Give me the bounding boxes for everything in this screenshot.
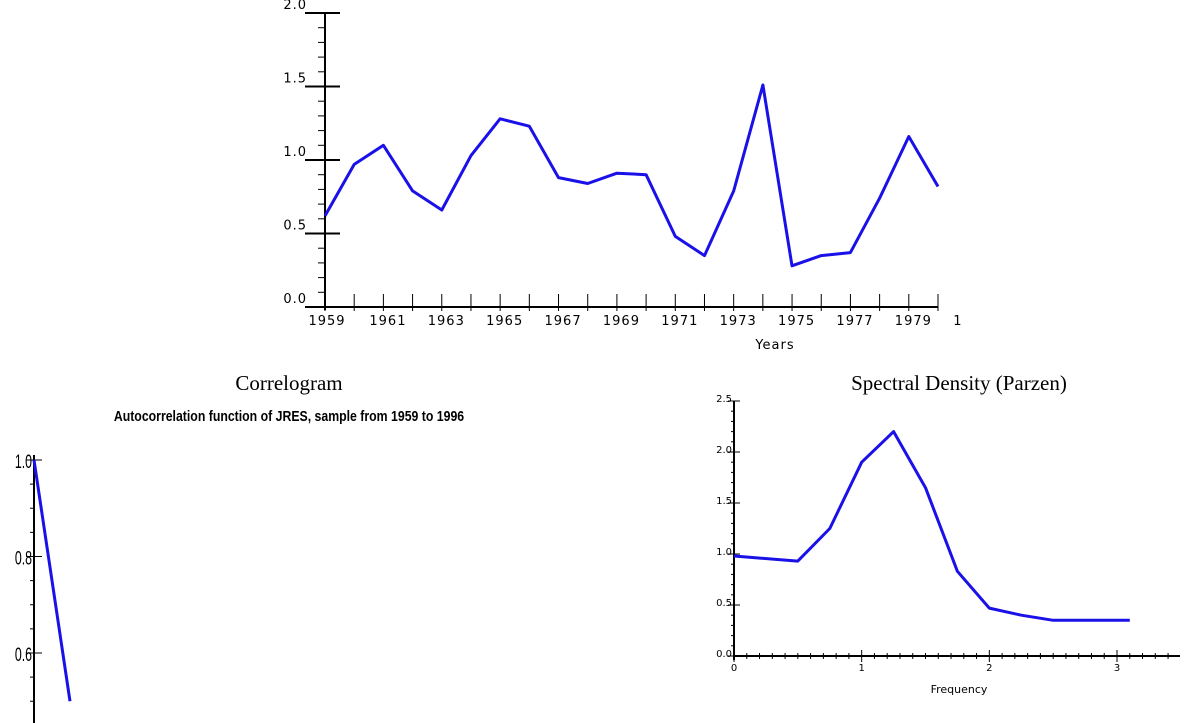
spectral-title: Spectral Density (Parzen) (851, 371, 1067, 395)
y-tick-label: 0.6 (15, 644, 32, 665)
spectral-line (733, 430, 1130, 622)
x-tick-label: 1963 (428, 314, 465, 329)
y-tick-label: 1.0 (283, 145, 307, 160)
x-tick-label: 1965 (486, 314, 523, 329)
y-tick-label: 1.5 (716, 496, 732, 507)
x-tick-label: 2 (986, 663, 992, 674)
x-tick-label: 1 (953, 314, 962, 329)
x-tick-label: 1959 (308, 314, 345, 329)
y-tick-label: 2.0 (283, 0, 307, 13)
y-tick-label: 0.8 (15, 548, 32, 569)
y-tick-label: 0.5 (716, 598, 732, 609)
correlogram-title: Correlogram (235, 371, 342, 395)
x-tick-label: 1973 (720, 314, 757, 329)
x-tick-label: 1961 (369, 314, 406, 329)
y-tick-label: 2.5 (716, 394, 732, 405)
x-tick-label: 3 (1114, 663, 1120, 674)
time-series-xlabel: Years (754, 338, 794, 353)
y-tick-label: 1.0 (15, 451, 32, 472)
correlogram-subtitle: Autocorrelation function of JRES, sample… (114, 408, 465, 424)
x-tick-label: 1971 (661, 314, 698, 329)
time-series-ticks: 0.0 0.5 1.0 1.5 2.0 1959 1961 1963 1965 1967 1969 1… (283, 0, 962, 329)
y-tick-label: 1.5 (283, 72, 307, 87)
y-tick-label: 0.0 (716, 649, 732, 660)
correlogram-line (32, 459, 72, 702)
spectral-axes (733, 401, 1180, 660)
x-tick-label: 0 (731, 663, 737, 674)
x-tick-label: 1975 (778, 314, 815, 329)
spectral-xlabel: Frequency (931, 683, 988, 696)
x-tick-label: 1977 (836, 314, 873, 329)
y-tick-label: 0.0 (283, 292, 307, 307)
series-line (733, 430, 1130, 622)
correlogram-ticks: 0.6 0.8 1.0 (15, 451, 42, 702)
time-series-line (323, 83, 940, 268)
series-line (32, 459, 72, 702)
x-tick-label: 1967 (545, 314, 582, 329)
x-tick-label: 1979 (895, 314, 932, 329)
x-tick-label: 1 (858, 663, 864, 674)
x-tick-label: 1969 (603, 314, 640, 329)
y-tick-label: 0.5 (283, 219, 307, 234)
spectral-ticks: 0.0 0.5 1.0 1.5 2.0 2.5 0 1 2 3 (716, 394, 1169, 674)
series-line (323, 83, 940, 268)
time-series-axes (324, 13, 938, 310)
y-tick-label: 2.0 (716, 445, 732, 456)
y-tick-label: 1.0 (716, 547, 732, 558)
